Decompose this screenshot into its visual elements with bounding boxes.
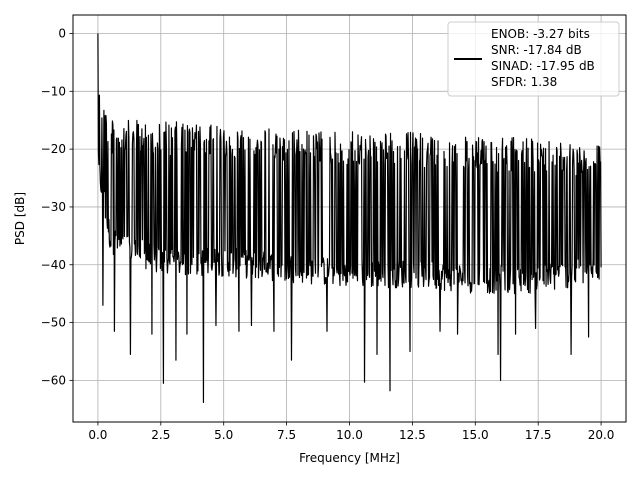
y-tick-label: −30 xyxy=(41,200,66,214)
legend-entry: SNR: -17.84 dB xyxy=(491,43,582,57)
x-tick-label: 17.5 xyxy=(525,428,552,442)
y-tick-label: −10 xyxy=(41,84,66,98)
x-tick-label: 0.0 xyxy=(88,428,107,442)
y-axis-label: PSD [dB] xyxy=(13,192,27,245)
data-layer xyxy=(97,33,602,403)
psd-series-line xyxy=(97,33,602,403)
x-axis-label: Frequency [MHz] xyxy=(299,451,400,465)
y-tick-label: −40 xyxy=(41,258,66,272)
legend: ENOB: -3.27 bits SNR: -17.84 dB SINAD: -… xyxy=(447,21,620,97)
y-tick-label: −50 xyxy=(41,316,66,330)
y-tick-label: −20 xyxy=(41,142,66,156)
legend-entry: SFDR: 1.38 xyxy=(491,75,557,89)
x-tick-label: 2.5 xyxy=(151,428,170,442)
x-tick-label: 20.0 xyxy=(588,428,615,442)
x-tick-label: 5.0 xyxy=(214,428,233,442)
y-tick-label: 0 xyxy=(58,27,66,41)
y-tick-label: −60 xyxy=(41,373,66,387)
axes-ticks: 0.0 2.5 5.0 7.5 10.0 12.5 15.0 17.5 20.0 0 −10 −20 −… xyxy=(41,27,615,443)
x-tick-label: 7.5 xyxy=(277,428,296,442)
legend-entry: SINAD: -17.95 dB xyxy=(491,59,595,73)
x-tick-label: 12.5 xyxy=(399,428,426,442)
x-tick-label: 10.0 xyxy=(336,428,363,442)
x-tick-label: 15.0 xyxy=(462,428,489,442)
legend-box xyxy=(447,21,620,97)
legend-entry: ENOB: -3.27 bits xyxy=(491,27,590,41)
